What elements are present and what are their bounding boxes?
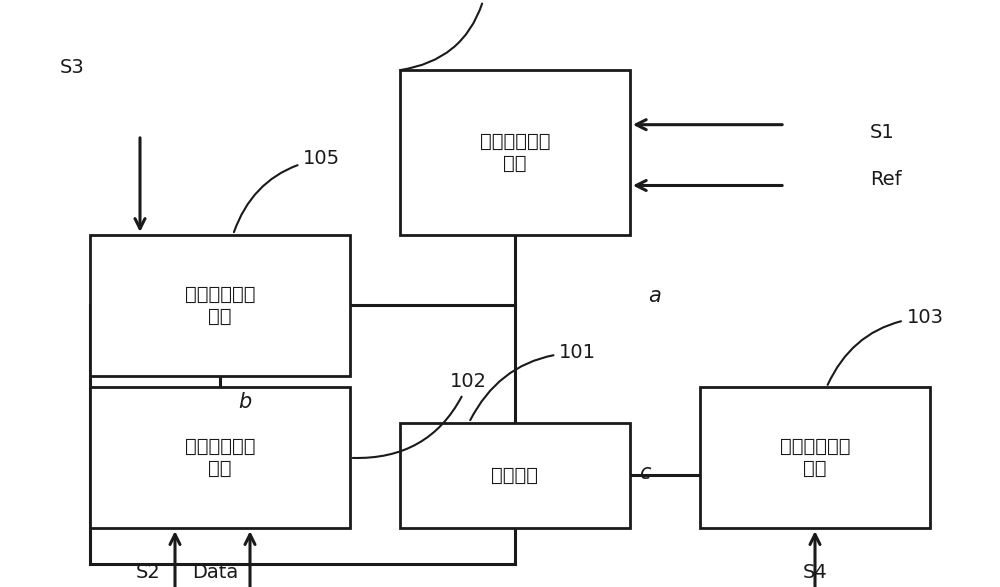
Text: S3: S3: [60, 58, 85, 77]
Text: S4: S4: [803, 563, 827, 582]
Text: c: c: [639, 463, 651, 483]
FancyBboxPatch shape: [400, 423, 630, 528]
Text: S1: S1: [870, 123, 895, 141]
Text: Ref: Ref: [870, 170, 902, 188]
FancyBboxPatch shape: [90, 387, 350, 528]
FancyBboxPatch shape: [90, 235, 350, 376]
Text: 参考信号输入
模块: 参考信号输入 模块: [480, 132, 550, 173]
Text: 存储电容控制
模块: 存储电容控制 模块: [185, 285, 255, 326]
Text: 101: 101: [470, 343, 596, 420]
Text: 103: 103: [828, 308, 944, 385]
Text: 发光模块: 发光模块: [492, 466, 538, 485]
Text: a: a: [649, 286, 661, 306]
Text: 104: 104: [400, 0, 505, 70]
FancyBboxPatch shape: [700, 387, 930, 528]
Text: b: b: [238, 392, 252, 412]
Text: 数据信号输入
模块: 数据信号输入 模块: [185, 437, 255, 478]
Text: S2: S2: [136, 563, 160, 582]
FancyBboxPatch shape: [400, 70, 630, 235]
Text: 105: 105: [234, 149, 340, 232]
Text: 阈值电压感测
模块: 阈值电压感测 模块: [780, 437, 850, 478]
Text: Data: Data: [192, 563, 238, 582]
Text: 102: 102: [353, 372, 487, 458]
